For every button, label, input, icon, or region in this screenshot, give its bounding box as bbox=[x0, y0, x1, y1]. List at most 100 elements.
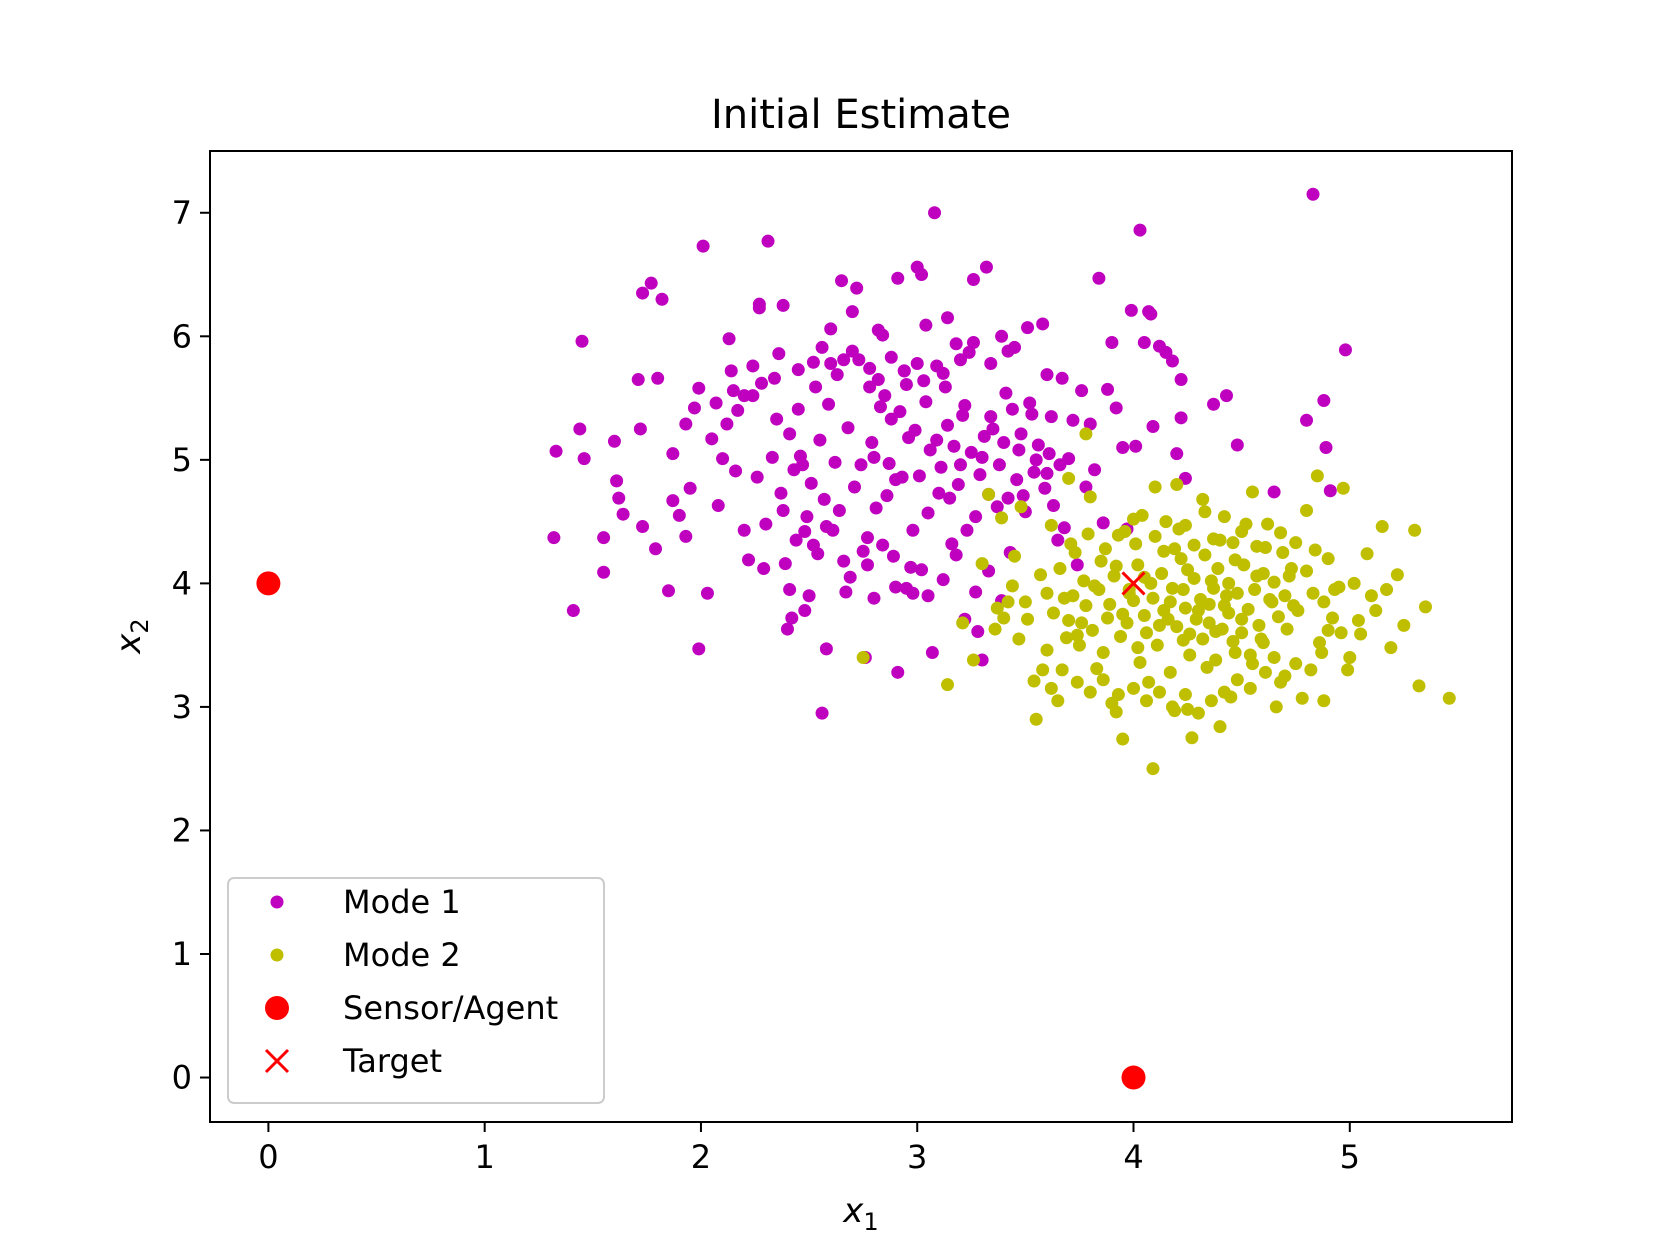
data-point bbox=[837, 554, 851, 568]
data-point bbox=[1300, 564, 1314, 578]
data-point bbox=[770, 412, 784, 426]
data-point bbox=[1263, 592, 1277, 606]
data-point bbox=[921, 506, 935, 520]
data-point bbox=[1185, 731, 1199, 745]
data-point bbox=[839, 585, 853, 599]
data-point bbox=[1075, 616, 1089, 630]
data-point bbox=[1046, 499, 1060, 513]
y-axis-label-main: x bbox=[109, 633, 149, 655]
data-point bbox=[1267, 651, 1281, 665]
data-point bbox=[986, 422, 1000, 436]
data-point bbox=[1144, 576, 1158, 590]
data-point bbox=[1241, 602, 1255, 616]
data-point bbox=[871, 373, 885, 387]
data-point bbox=[984, 356, 998, 370]
data-point bbox=[612, 491, 626, 505]
data-point bbox=[1354, 627, 1368, 641]
data-point bbox=[1131, 641, 1145, 655]
data-point bbox=[610, 474, 624, 488]
data-point bbox=[1090, 662, 1104, 676]
data-point bbox=[966, 272, 980, 286]
data-point bbox=[882, 457, 896, 471]
data-point bbox=[1289, 657, 1303, 671]
data-point bbox=[1181, 702, 1195, 716]
data-point bbox=[1310, 469, 1324, 483]
data-point bbox=[923, 443, 937, 457]
data-point bbox=[1321, 552, 1335, 566]
data-point bbox=[1070, 675, 1084, 689]
data-point bbox=[964, 445, 978, 459]
y-tick-label: 0 bbox=[172, 1059, 192, 1097]
data-point bbox=[1267, 575, 1281, 589]
data-point bbox=[1168, 542, 1182, 556]
data-point bbox=[1380, 583, 1394, 597]
data-point bbox=[1243, 681, 1257, 695]
data-point bbox=[1103, 597, 1117, 611]
data-point bbox=[1083, 685, 1097, 699]
data-point bbox=[1174, 552, 1188, 566]
data-point bbox=[737, 523, 751, 537]
data-point bbox=[1369, 604, 1383, 618]
data-point bbox=[1111, 688, 1125, 702]
data-point bbox=[865, 436, 879, 450]
data-point bbox=[1010, 473, 1024, 487]
data-point bbox=[1051, 533, 1065, 547]
data-point bbox=[1170, 620, 1184, 634]
data-point bbox=[1034, 568, 1048, 582]
data-point bbox=[1174, 373, 1188, 387]
data-point bbox=[1146, 762, 1160, 776]
data-point bbox=[726, 384, 740, 398]
data-point bbox=[869, 501, 883, 515]
data-point bbox=[1235, 612, 1249, 626]
data-point bbox=[1096, 646, 1110, 660]
data-point bbox=[930, 359, 944, 373]
data-point bbox=[1198, 548, 1212, 562]
data-point bbox=[1252, 618, 1266, 632]
data-point bbox=[1230, 673, 1244, 687]
data-point bbox=[1116, 440, 1130, 454]
data-point bbox=[860, 558, 874, 572]
data-point bbox=[917, 374, 931, 388]
data-point bbox=[1072, 638, 1086, 652]
data-point bbox=[997, 436, 1011, 450]
x-axis-ticks: 0 1 2 3 4 5 bbox=[258, 1122, 1360, 1176]
data-point bbox=[848, 480, 862, 494]
data-point bbox=[789, 533, 803, 547]
data-point bbox=[1096, 516, 1110, 530]
legend-marker-stroke-b bbox=[264, 1048, 290, 1074]
data-point bbox=[956, 408, 970, 422]
data-point bbox=[1031, 438, 1045, 452]
data-point bbox=[1204, 694, 1218, 708]
data-point bbox=[1248, 583, 1262, 597]
data-point bbox=[1055, 371, 1069, 385]
data-point bbox=[886, 549, 900, 563]
data-point bbox=[1217, 510, 1231, 524]
data-point bbox=[941, 678, 955, 692]
data-point bbox=[1070, 628, 1084, 642]
data-point bbox=[1347, 576, 1361, 590]
data-point bbox=[977, 429, 991, 443]
data-point bbox=[1127, 594, 1141, 608]
data-point bbox=[1202, 597, 1216, 611]
data-point bbox=[856, 544, 870, 558]
data-point bbox=[1334, 626, 1348, 640]
data-point bbox=[1319, 440, 1333, 454]
data-point bbox=[822, 397, 836, 411]
data-point bbox=[785, 611, 799, 625]
data-point bbox=[897, 364, 911, 378]
data-point bbox=[1062, 471, 1076, 485]
data-point bbox=[1207, 397, 1221, 411]
data-point bbox=[889, 580, 903, 594]
legend-entry: Mode 2 bbox=[270, 936, 461, 974]
data-point bbox=[860, 531, 874, 545]
data-point bbox=[1029, 453, 1043, 467]
legend-marker bbox=[270, 895, 284, 909]
data-point bbox=[1317, 394, 1331, 408]
data-point bbox=[1408, 523, 1422, 537]
data-point bbox=[975, 557, 989, 571]
data-point bbox=[1222, 606, 1236, 620]
data-point bbox=[1176, 583, 1190, 597]
data-point bbox=[1109, 401, 1123, 415]
data-point bbox=[850, 281, 864, 295]
data-point bbox=[1165, 700, 1179, 714]
